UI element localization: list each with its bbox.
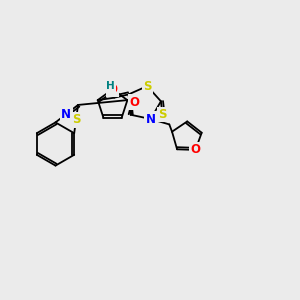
- Text: S: S: [143, 80, 152, 93]
- Text: S: S: [72, 113, 80, 126]
- Text: O: O: [108, 83, 118, 96]
- Text: O: O: [190, 143, 200, 156]
- Text: S: S: [158, 108, 167, 121]
- Text: N: N: [61, 107, 71, 121]
- Text: O: O: [129, 96, 139, 109]
- Text: N: N: [146, 112, 156, 125]
- Text: H: H: [106, 81, 115, 91]
